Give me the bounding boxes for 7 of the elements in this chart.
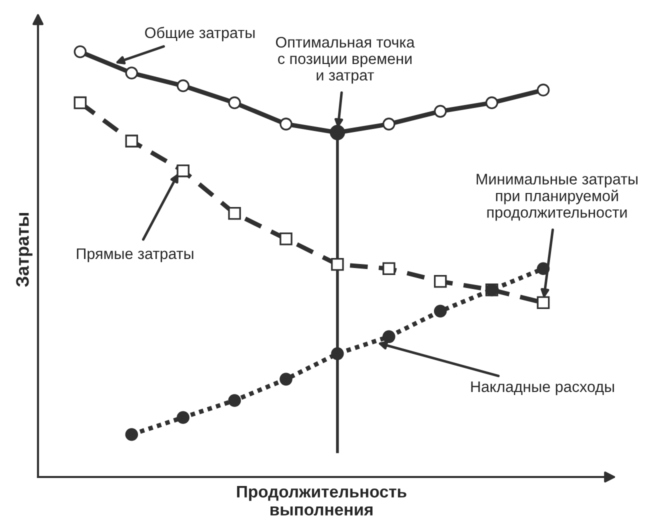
annotation: Минимальные затраты при планируемой продолжительности [476,174,638,221]
x-axis-title: Продолжительность выполнения [237,486,406,516]
series-label: Общие затраты [145,26,255,42]
annotation: Оптимальная точка с позиции времени и затрат [276,36,415,84]
y-axis-title: Затраты [16,212,32,287]
text: Накладные расходы [471,381,614,396]
text: Прямые затраты [76,248,194,262]
